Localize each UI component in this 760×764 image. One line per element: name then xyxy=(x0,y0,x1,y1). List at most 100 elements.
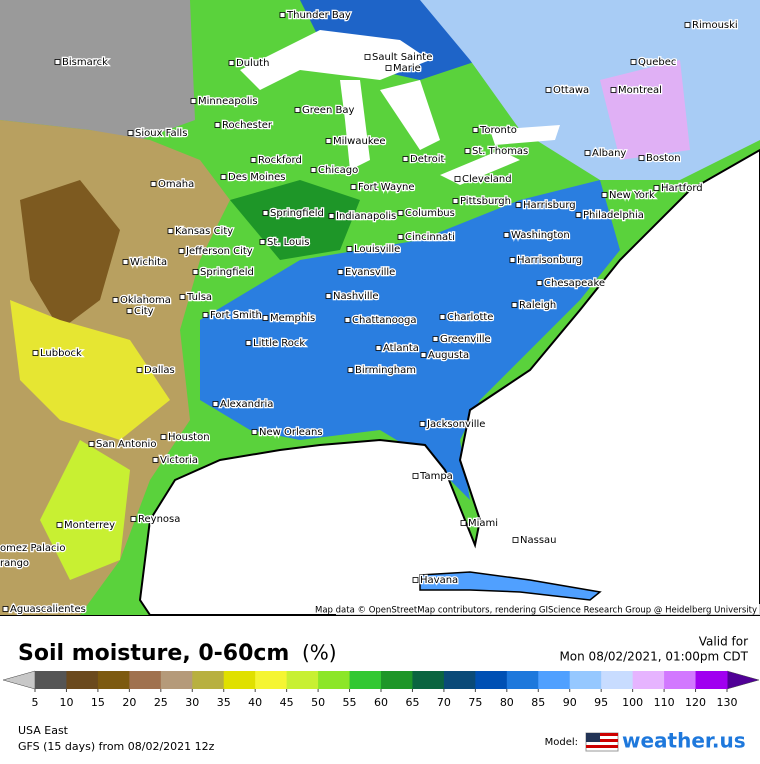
colorbar-label: 100 xyxy=(622,696,643,709)
colorbar-box xyxy=(381,671,413,689)
city-marker xyxy=(503,232,510,238)
city-marker xyxy=(452,198,459,204)
colorbar-label: 130 xyxy=(717,696,738,709)
colorbar-label: 30 xyxy=(185,696,199,709)
city-label: Charlotte xyxy=(447,312,493,323)
valid-label: Valid for xyxy=(699,635,748,649)
colorbar-label: 50 xyxy=(311,696,325,709)
city-marker xyxy=(325,293,332,299)
city-marker xyxy=(397,210,404,216)
attribution-bg xyxy=(336,604,760,615)
city-marker xyxy=(152,457,159,463)
city-marker xyxy=(160,434,167,440)
city-label: Milwaukee xyxy=(333,136,386,147)
city-marker xyxy=(190,98,197,104)
colorbar-box xyxy=(506,671,539,689)
city-label: Green Bay xyxy=(302,105,354,116)
city-marker xyxy=(512,537,519,543)
city-label: Chicago xyxy=(318,165,358,176)
colorbar-label: 70 xyxy=(437,696,451,709)
city-marker xyxy=(575,212,582,218)
colorbar-box xyxy=(443,671,476,689)
colorbar-label: 15 xyxy=(91,696,105,709)
city-marker xyxy=(350,184,357,190)
city-marker xyxy=(220,174,227,180)
city-marker xyxy=(122,259,129,265)
city-label: Fort Smith xyxy=(210,310,262,321)
city-marker xyxy=(167,228,174,234)
colorbar-label: 120 xyxy=(685,696,706,709)
city-marker xyxy=(245,340,252,346)
colorbar-label: 95 xyxy=(594,696,608,709)
city-label: Nashville xyxy=(333,291,379,302)
city-label: Des Moines xyxy=(228,172,285,183)
colorbar-box xyxy=(412,671,445,689)
lake xyxy=(380,80,440,150)
city-label: New York xyxy=(609,190,655,201)
city-marker xyxy=(56,522,63,528)
city-label: Fort Wayne xyxy=(358,182,415,193)
city-label: Lubbock xyxy=(40,348,82,359)
city-label: St. Louis xyxy=(267,237,309,248)
city-marker xyxy=(346,246,353,252)
city-label: Philadelphia xyxy=(583,210,644,221)
city-marker xyxy=(179,294,186,300)
city-label: Ottawa xyxy=(553,85,589,96)
city-label: Victoria xyxy=(160,455,198,466)
city-label: Springfield xyxy=(200,267,254,278)
colorbar-box xyxy=(569,671,602,689)
city-marker xyxy=(112,297,119,303)
city-marker xyxy=(432,336,439,342)
city-marker xyxy=(347,367,354,373)
colorbar-label: 45 xyxy=(280,696,294,709)
lake xyxy=(340,80,370,170)
city-label: Chesapeake xyxy=(544,278,605,289)
city-marker xyxy=(250,157,257,163)
city-label: Springfield xyxy=(270,208,324,219)
city-label: Toronto xyxy=(479,125,517,136)
city-label: City xyxy=(134,306,154,317)
city-label: Jacksonville xyxy=(426,419,485,430)
colorbar-label: 5 xyxy=(32,696,39,709)
city-marker xyxy=(328,213,335,219)
city-marker xyxy=(192,269,199,275)
city-label: Raleigh xyxy=(519,300,556,311)
brand-logo[interactable]: weather.us xyxy=(622,729,746,753)
city-label: Rimouski xyxy=(692,20,738,31)
flag xyxy=(585,732,619,752)
colorbar-box xyxy=(695,671,728,689)
city-marker xyxy=(228,60,235,66)
city-label: Thunder Bay xyxy=(286,10,351,21)
city-label: Houston xyxy=(168,432,210,443)
colorbar-box xyxy=(223,671,256,689)
colorbar-label: 65 xyxy=(405,696,419,709)
colorbar-label: 60 xyxy=(374,696,388,709)
lake xyxy=(240,30,430,90)
city-marker xyxy=(130,516,137,522)
city-marker xyxy=(310,167,317,173)
dry-region xyxy=(0,0,195,140)
valid-time: Mon 08/02/2021, 01:00pm CDT xyxy=(559,650,748,664)
city-marker xyxy=(337,269,344,275)
colorbar-box xyxy=(97,671,130,689)
city-marker xyxy=(536,280,543,286)
city-marker xyxy=(515,202,522,208)
city-marker xyxy=(545,87,552,93)
city-label: Pittsburgh xyxy=(460,196,511,207)
city-marker xyxy=(325,138,332,144)
city-label: Monterrey xyxy=(64,520,115,531)
city-marker xyxy=(2,606,9,612)
colorbar-box xyxy=(66,671,99,689)
colorbar-box xyxy=(286,671,319,689)
city-label: Tampa xyxy=(419,471,453,482)
model-run: GFS (15 days) from 08/02/2021 12z xyxy=(18,740,215,753)
city-label: Omaha xyxy=(158,179,194,190)
city-marker xyxy=(601,192,608,198)
city-marker xyxy=(32,350,39,356)
city-labels: Thunder Bay Bismarck Duluth Sault SainteMar… xyxy=(0,9,739,617)
colorbar-under xyxy=(2,670,36,690)
city-marker xyxy=(460,520,467,526)
city-marker xyxy=(136,367,143,373)
colorbar-label: 90 xyxy=(563,696,577,709)
